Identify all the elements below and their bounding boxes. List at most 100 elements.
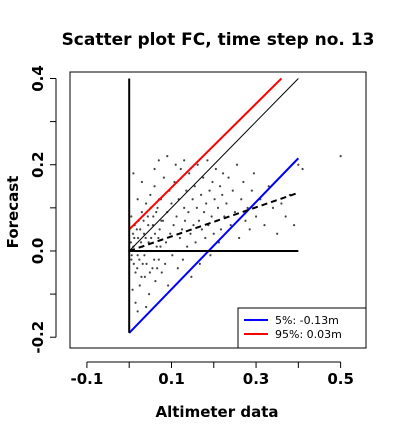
scatter-point (145, 262, 148, 266)
scatter-point (155, 245, 158, 248)
scatter-point (293, 223, 296, 227)
scatter-point (143, 275, 146, 278)
scatter-point (183, 206, 186, 209)
scatter-point (198, 262, 201, 266)
scatter-point (301, 167, 304, 171)
scatter-point (164, 262, 167, 266)
scatter-point (136, 310, 139, 313)
scatter-point (166, 154, 169, 158)
scatter-point (144, 236, 147, 240)
scatter-point (145, 305, 148, 309)
scatter-point (231, 189, 234, 192)
scatter-point (172, 223, 175, 227)
scatter-point (219, 185, 222, 188)
scatter-point (136, 254, 139, 257)
scatter-point (159, 245, 162, 248)
scatter-point (196, 163, 199, 166)
scatter-point (238, 236, 241, 240)
scatter-point (178, 236, 182, 240)
x-axis-label: Altimeter data (156, 403, 279, 421)
scatter-point (130, 215, 133, 218)
scatter-point (188, 172, 191, 175)
scatter-point (280, 202, 283, 205)
scatter-point (210, 215, 213, 218)
scatter-point (240, 198, 243, 201)
scatter-point (263, 223, 266, 227)
scatter-point (185, 189, 188, 192)
scatter-point (160, 271, 163, 274)
scatter-point (200, 228, 204, 231)
chart-title: Scatter plot FC, time step no. 13 (62, 30, 375, 50)
scatter-point (339, 154, 342, 158)
scatter-point (147, 241, 150, 244)
scatter-point (169, 232, 172, 235)
scatter-point (134, 271, 137, 274)
scatter-point (152, 215, 155, 218)
scatter-point (244, 219, 247, 222)
scatter-point (129, 241, 132, 244)
scatter-point (242, 180, 245, 184)
scatter-point (181, 258, 184, 261)
scatter-point (195, 206, 198, 209)
scatter-point (191, 198, 194, 201)
scatter-point (193, 185, 196, 188)
scatter-point (180, 228, 184, 231)
scatter-point (297, 163, 300, 166)
scatter-point (271, 206, 275, 209)
scatter-point (150, 236, 153, 240)
scatter-point (164, 241, 168, 244)
legend-box (237, 307, 367, 349)
scatter-point (254, 215, 258, 218)
scatter-point (219, 228, 223, 231)
scatter-point (157, 236, 160, 240)
scatter-point (216, 206, 220, 209)
scatter-point (134, 301, 137, 304)
scatter-point (138, 258, 141, 261)
scatter-point (235, 163, 239, 166)
scatter-point (160, 219, 163, 222)
scatter-point (167, 284, 170, 287)
scatter-point (153, 185, 156, 188)
scatter-point (183, 219, 187, 222)
scatter-point (189, 232, 192, 235)
scatter-point (221, 193, 224, 197)
scatter-point (208, 189, 211, 192)
series-line-2 (128, 157, 300, 334)
scatter-point (147, 292, 151, 296)
scatter-point (186, 245, 189, 248)
y-tick-label: 0.2 (29, 151, 47, 178)
scatter-point (158, 228, 161, 231)
scatter-point (227, 176, 230, 179)
scatter-point (138, 284, 141, 287)
scatter-point (154, 280, 157, 283)
scatter-point (136, 198, 139, 201)
scatter-point (135, 228, 138, 231)
scatter-point (153, 232, 157, 235)
scatter-point (130, 258, 133, 261)
scatter-point (157, 258, 160, 261)
scatter-point (156, 267, 159, 270)
scatter-point (252, 172, 256, 175)
y-tick-label: 0.4 (29, 65, 47, 92)
scatter-point (213, 198, 216, 201)
scatter-point (248, 228, 251, 231)
x-tick-label: 0.5 (327, 370, 354, 388)
scatter-point (187, 211, 190, 214)
x-tick-label: -0.1 (71, 370, 104, 388)
scatter-point (183, 159, 186, 162)
x-tick-label: 0.3 (243, 370, 270, 388)
scatter-point (149, 193, 152, 197)
scatter-point (153, 258, 156, 261)
series-line-3 (128, 191, 299, 252)
scatter-point (161, 219, 165, 222)
scatter-point (162, 176, 165, 179)
scatter-point (214, 167, 217, 171)
scatter-point (157, 159, 160, 162)
scatter-point (246, 206, 249, 209)
scatter-point (179, 167, 182, 171)
scatter-point (155, 211, 158, 214)
y-tick-label: -0.2 (29, 321, 47, 354)
scatter-point (190, 275, 193, 278)
scatter-point (175, 215, 178, 218)
